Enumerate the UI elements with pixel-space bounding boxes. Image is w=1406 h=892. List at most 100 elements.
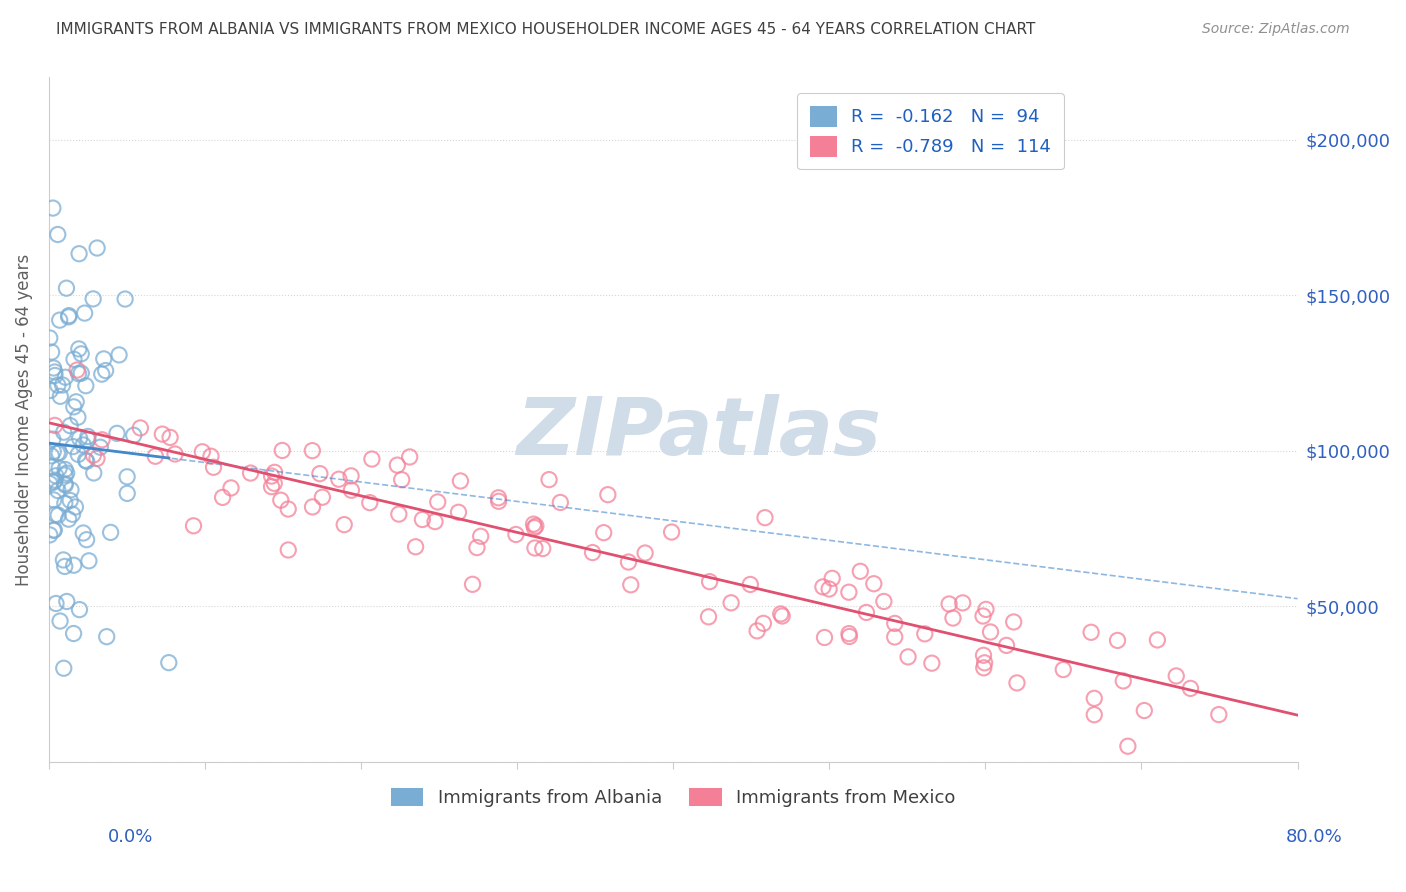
Point <box>592 525 614 540</box>
Point <box>202 460 225 475</box>
Point <box>150 427 173 442</box>
Point <box>55 281 77 295</box>
Point <box>769 607 792 621</box>
Point <box>1107 633 1129 648</box>
Point <box>58 309 80 323</box>
Point <box>38 476 60 491</box>
Point <box>697 609 720 624</box>
Point <box>921 656 943 670</box>
Point <box>42 201 65 215</box>
Point <box>219 481 242 495</box>
Point <box>488 491 510 505</box>
Point <box>76 533 98 547</box>
Point <box>115 486 138 500</box>
Point <box>45 597 67 611</box>
Point <box>1116 739 1139 754</box>
Point <box>405 540 427 554</box>
Point <box>720 596 742 610</box>
Point <box>70 366 93 380</box>
Point <box>73 306 96 320</box>
Point <box>69 431 91 445</box>
Point <box>538 473 561 487</box>
Point <box>522 517 544 532</box>
Point <box>59 493 82 508</box>
Point <box>1083 691 1105 706</box>
Point <box>42 475 65 489</box>
Point <box>531 541 554 556</box>
Point <box>740 577 762 591</box>
Point <box>200 449 222 463</box>
Point <box>699 574 721 589</box>
Point <box>340 468 363 483</box>
Point <box>83 466 105 480</box>
Point <box>72 526 94 541</box>
Point <box>523 521 546 535</box>
Point <box>1180 681 1202 696</box>
Point <box>811 580 834 594</box>
Point <box>550 495 572 509</box>
Point <box>388 507 411 521</box>
Point <box>157 656 180 670</box>
Point <box>873 594 896 608</box>
Point <box>942 611 965 625</box>
Point <box>49 389 72 403</box>
Point <box>973 648 995 663</box>
Point <box>48 446 70 460</box>
Point <box>952 596 974 610</box>
Point <box>65 394 87 409</box>
Point <box>90 367 112 381</box>
Point <box>45 508 67 522</box>
Point <box>634 546 657 560</box>
Point <box>838 585 860 599</box>
Point <box>46 483 69 498</box>
Point <box>75 378 97 392</box>
Point <box>359 496 381 510</box>
Point <box>86 241 108 255</box>
Point <box>56 594 79 608</box>
Point <box>42 361 65 376</box>
Point <box>818 582 841 596</box>
Point <box>333 517 356 532</box>
Point <box>58 310 80 324</box>
Point <box>58 512 80 526</box>
Point <box>862 576 884 591</box>
Point <box>44 418 66 433</box>
Point <box>76 433 98 447</box>
Point <box>63 352 86 367</box>
Point <box>48 461 70 475</box>
Point <box>752 616 775 631</box>
Point <box>426 495 449 509</box>
Point <box>1052 663 1074 677</box>
Point <box>96 630 118 644</box>
Point <box>55 466 77 480</box>
Point <box>62 626 84 640</box>
Point <box>398 450 420 464</box>
Point <box>277 543 299 558</box>
Point <box>470 529 492 543</box>
Point <box>143 449 166 463</box>
Point <box>67 246 90 260</box>
Point <box>42 432 65 446</box>
Point <box>465 541 488 555</box>
Point <box>67 342 90 356</box>
Point <box>183 518 205 533</box>
Point <box>76 454 98 468</box>
Point <box>159 430 181 444</box>
Point <box>163 447 186 461</box>
Point <box>1083 707 1105 722</box>
Point <box>105 426 128 441</box>
Point <box>271 443 294 458</box>
Point <box>328 472 350 486</box>
Point <box>76 429 98 443</box>
Point <box>45 468 67 483</box>
Point <box>1002 615 1025 629</box>
Point <box>52 553 75 567</box>
Point <box>39 384 62 398</box>
Point <box>55 370 77 384</box>
Point <box>1133 704 1156 718</box>
Point <box>53 559 76 574</box>
Point <box>115 470 138 484</box>
Point <box>94 363 117 377</box>
Point <box>211 491 233 505</box>
Point <box>938 597 960 611</box>
